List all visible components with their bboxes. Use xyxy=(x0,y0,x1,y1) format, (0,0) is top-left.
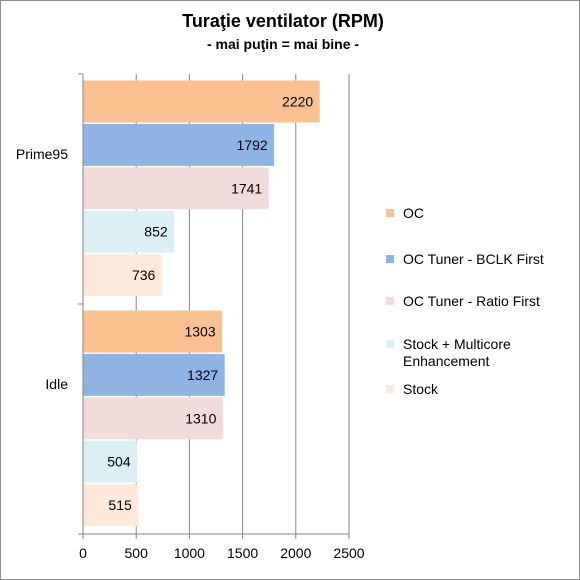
data-label: 1741 xyxy=(231,180,262,196)
data-label: 1303 xyxy=(184,324,215,340)
data-label: 1310 xyxy=(185,410,216,426)
data-label: 504 xyxy=(107,454,131,470)
x-tick-label: 500 xyxy=(125,545,149,561)
legend-entry: OC Tuner - BCLK First xyxy=(403,251,544,267)
chart-subtitle: - mai puţin = mai bine - xyxy=(207,36,359,52)
data-label: 736 xyxy=(132,267,156,283)
legend-entry: OC Tuner - Ratio First xyxy=(403,293,540,309)
bar xyxy=(83,310,223,353)
bars: 2220 1792 1741 852 736 1303 1327 1310 504 515 xyxy=(83,80,320,527)
data-label: 1327 xyxy=(187,367,218,383)
bar xyxy=(83,167,269,210)
data-label: 852 xyxy=(144,224,168,240)
bar xyxy=(83,210,175,253)
legend-swatch xyxy=(386,297,394,305)
bar xyxy=(83,484,139,527)
x-tick-label: 2000 xyxy=(280,545,311,561)
data-label: 2220 xyxy=(282,94,313,110)
bar xyxy=(83,353,225,396)
x-tick-label: 0 xyxy=(79,545,87,561)
legend-swatch xyxy=(386,255,394,263)
bar xyxy=(83,80,320,123)
legend: OC OC Tuner - BCLK First OC Tuner - Ratio … xyxy=(386,205,544,397)
chart-title: Turaţie ventilator (RPM) xyxy=(182,11,384,31)
category-label-idle: Idle xyxy=(45,376,68,392)
data-label: 515 xyxy=(108,497,132,513)
x-tick-label: 2500 xyxy=(333,545,364,561)
bar xyxy=(83,397,223,440)
bar xyxy=(83,123,275,166)
bar xyxy=(83,440,138,483)
legend-entry: Stock xyxy=(403,381,439,397)
x-tick-label: 1500 xyxy=(227,545,258,561)
data-label: 1792 xyxy=(237,137,268,153)
x-tick-label: 1000 xyxy=(174,545,205,561)
category-label-prime95: Prime95 xyxy=(16,146,68,162)
legend-swatch xyxy=(386,385,394,393)
legend-entry: OC xyxy=(403,205,424,221)
legend-swatch xyxy=(386,209,394,217)
bar xyxy=(83,254,162,297)
legend-swatch xyxy=(386,340,394,348)
legend-entry: Stock + Multicore Enhancement xyxy=(403,336,511,369)
axis: 0 500 1000 1500 2000 2500 Prime95 Idle xyxy=(16,73,365,561)
